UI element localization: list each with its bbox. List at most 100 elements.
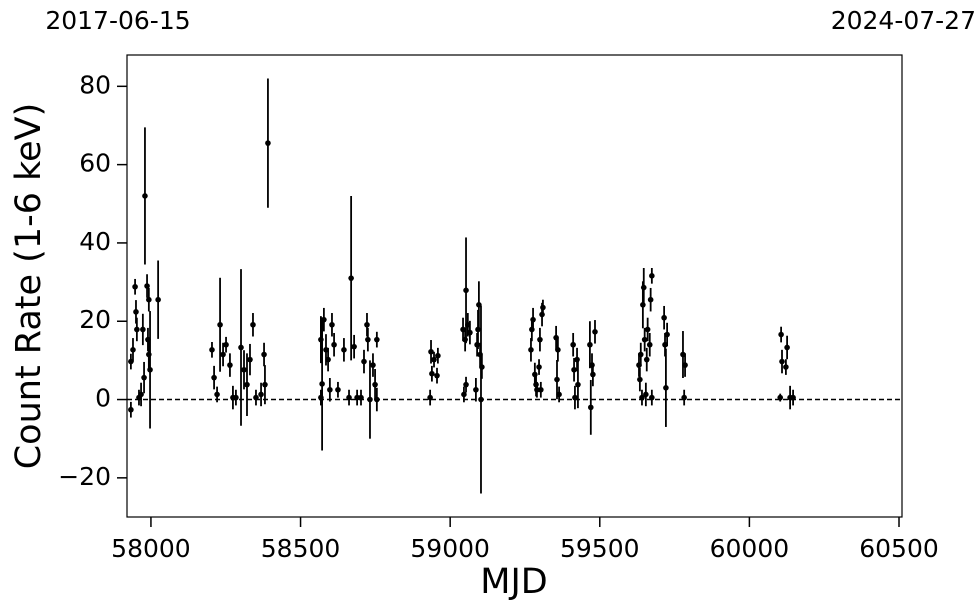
data-point — [555, 347, 561, 353]
data-point — [427, 394, 433, 401]
data-point — [364, 321, 370, 328]
data-point — [142, 193, 148, 199]
data-point — [661, 314, 667, 321]
data-point — [346, 394, 352, 401]
data-point — [639, 394, 645, 401]
x-tick-label: 59500 — [560, 534, 640, 563]
data-point — [637, 376, 643, 383]
data-point — [643, 356, 650, 363]
data-point — [365, 336, 371, 343]
x-tick-label: 60500 — [859, 534, 939, 563]
data-point — [643, 391, 649, 398]
data-point — [681, 394, 687, 401]
data-point — [647, 296, 654, 303]
data-point — [664, 331, 670, 338]
data-point — [777, 394, 784, 401]
data-point — [209, 347, 215, 353]
x-tick-label: 58500 — [261, 534, 341, 563]
data-point — [374, 336, 380, 343]
data-point — [261, 351, 267, 358]
data-point — [351, 343, 357, 350]
data-point — [133, 309, 139, 315]
y-tick-label: −20 — [58, 462, 111, 491]
data-point — [779, 358, 785, 365]
y-tick-label: 0 — [95, 384, 111, 413]
data-point — [367, 396, 373, 403]
data-point — [358, 394, 364, 401]
data-point — [649, 394, 655, 401]
data-point — [321, 316, 327, 323]
data-point — [223, 341, 229, 348]
y-tick-label: 40 — [79, 227, 111, 256]
data-point — [361, 358, 367, 365]
data-point — [640, 284, 647, 291]
data-point — [374, 396, 380, 403]
data-point — [556, 391, 562, 398]
data-point — [370, 362, 376, 368]
data-point — [572, 394, 578, 401]
data-point — [641, 336, 648, 343]
data-point — [587, 341, 593, 348]
data-point — [637, 351, 644, 358]
data-point — [463, 381, 469, 388]
data-point — [467, 329, 473, 336]
data-point — [461, 391, 467, 398]
data-point — [570, 341, 576, 348]
data-point — [784, 344, 790, 351]
data-point — [130, 347, 136, 353]
data-point — [233, 394, 239, 401]
data-point — [435, 352, 441, 359]
data-point — [536, 364, 542, 370]
data-point — [258, 391, 264, 398]
data-point — [331, 341, 337, 348]
x-tick-label: 58000 — [111, 534, 191, 563]
data-point — [534, 386, 540, 393]
data-point — [590, 371, 596, 378]
data-point — [530, 316, 536, 323]
data-point — [241, 366, 247, 373]
data-point — [138, 391, 144, 398]
data-point — [217, 321, 223, 328]
data-point — [146, 296, 152, 303]
data-point — [253, 394, 259, 401]
data-point — [244, 381, 250, 388]
data-point — [220, 351, 226, 358]
data-point — [155, 296, 161, 303]
data-point — [329, 321, 335, 328]
data-point — [431, 356, 437, 363]
data-point — [528, 347, 534, 353]
data-point — [372, 381, 378, 388]
data-point — [354, 394, 360, 401]
data-point — [575, 381, 581, 388]
y-tick-label: 20 — [79, 305, 111, 334]
data-point — [325, 356, 331, 363]
data-point — [478, 396, 484, 403]
x-axis-label: MJD — [480, 562, 547, 602]
data-point — [250, 321, 256, 328]
data-point — [262, 381, 268, 388]
data-point — [140, 326, 146, 333]
data-point — [134, 326, 140, 333]
data-point — [571, 366, 577, 373]
y-tick-label: 60 — [79, 149, 111, 178]
data-point — [238, 344, 244, 351]
data-point — [644, 326, 651, 333]
data-point — [790, 394, 796, 401]
data-point — [540, 304, 546, 311]
data-point — [663, 384, 669, 391]
data-point — [214, 391, 220, 398]
x-tick-label: 59000 — [410, 534, 490, 563]
data-point — [428, 348, 434, 355]
data-point — [574, 356, 580, 363]
x-tick-label: 60000 — [710, 534, 790, 563]
data-point — [319, 381, 325, 387]
data-point — [348, 275, 354, 281]
top-date-label: 2024-07-27 — [831, 6, 976, 35]
y-tick-label: 80 — [79, 70, 111, 99]
data-point — [247, 356, 253, 363]
data-point — [646, 341, 653, 348]
data-point — [554, 376, 560, 383]
data-point — [592, 329, 598, 335]
data-point — [649, 273, 655, 279]
